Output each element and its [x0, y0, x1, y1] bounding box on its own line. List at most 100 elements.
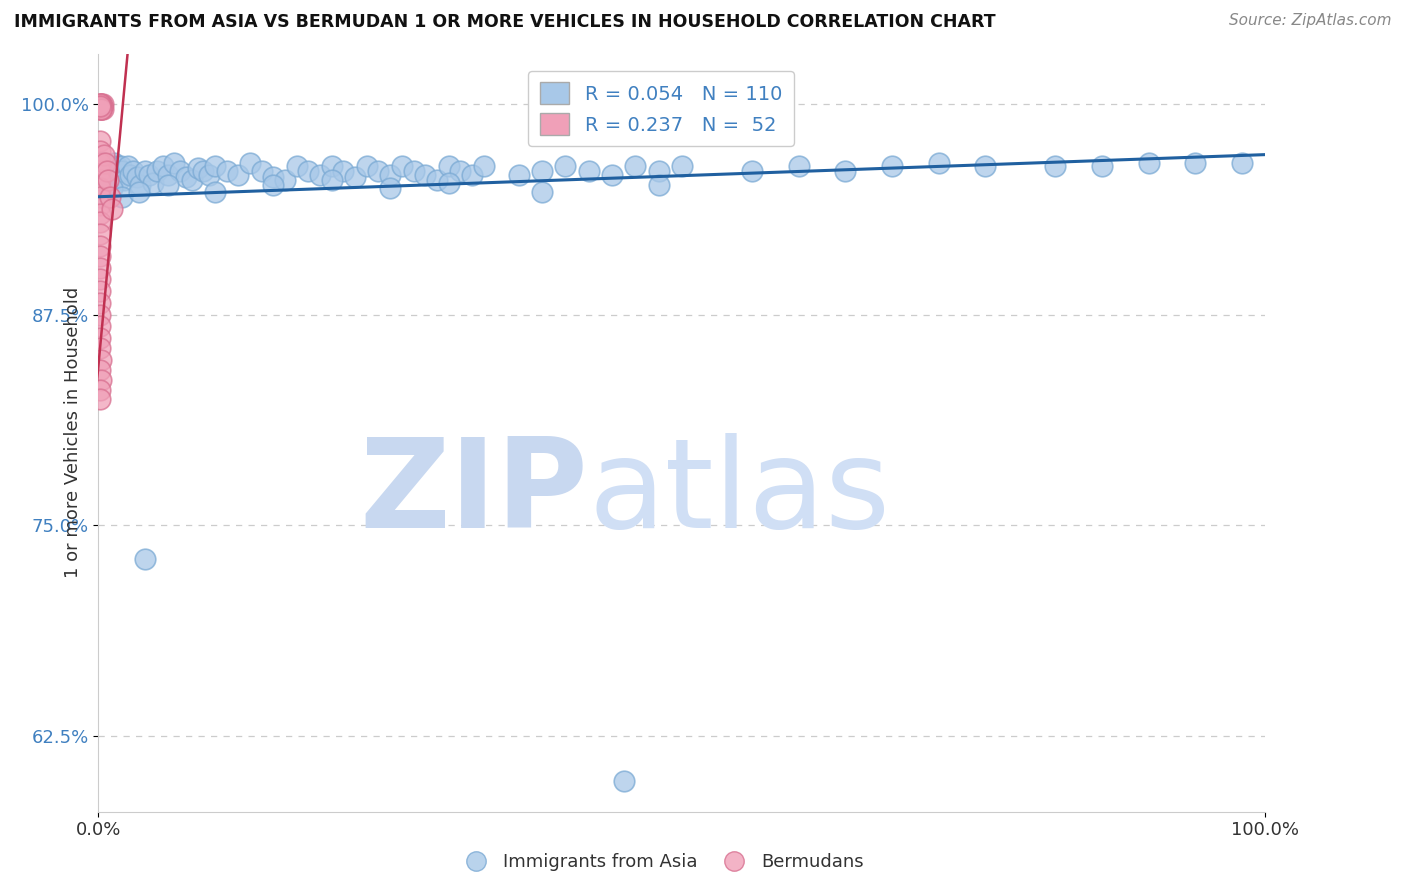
Point	[508, 168, 530, 182]
Point	[600, 168, 623, 182]
Point	[309, 168, 332, 182]
Point	[90, 161, 112, 175]
Point	[94, 164, 117, 178]
Point	[89, 97, 111, 112]
Point	[89, 145, 111, 159]
Point	[321, 160, 343, 174]
Point	[671, 160, 693, 174]
Point	[437, 160, 460, 174]
Point	[89, 296, 111, 310]
Point	[198, 168, 221, 182]
Point	[530, 164, 553, 178]
Point	[93, 147, 115, 161]
Point	[97, 173, 120, 187]
Point	[285, 160, 308, 174]
Point	[142, 176, 165, 190]
Point	[157, 178, 180, 192]
Point	[152, 160, 174, 174]
Text: Source: ZipAtlas.com: Source: ZipAtlas.com	[1229, 13, 1392, 29]
Point	[647, 178, 669, 192]
Point	[356, 160, 378, 174]
Point	[96, 168, 118, 182]
Point	[93, 181, 115, 195]
Point	[90, 102, 112, 116]
Point	[138, 168, 160, 182]
Point	[741, 164, 763, 178]
Point	[297, 164, 319, 178]
Point	[93, 173, 115, 187]
Point	[89, 384, 111, 398]
Point	[1184, 156, 1206, 170]
Point	[90, 168, 112, 182]
Point	[461, 168, 484, 182]
Legend: Immigrants from Asia, Bermudans: Immigrants from Asia, Bermudans	[451, 847, 870, 879]
Point	[89, 190, 111, 204]
Point	[117, 160, 139, 174]
Point	[89, 319, 111, 334]
Point	[90, 353, 112, 368]
Point	[98, 164, 121, 178]
Point	[321, 173, 343, 187]
Point	[90, 99, 112, 113]
Point	[89, 308, 111, 322]
Point	[125, 169, 148, 184]
Point	[380, 168, 402, 182]
Point	[437, 176, 460, 190]
Point	[89, 272, 111, 286]
Point	[163, 156, 186, 170]
Point	[90, 99, 112, 113]
Point	[180, 173, 202, 187]
Point	[1091, 160, 1114, 174]
Point	[103, 156, 125, 170]
Point	[647, 164, 669, 178]
Point	[250, 164, 273, 178]
Point	[90, 97, 112, 112]
Point	[928, 156, 950, 170]
Point	[834, 164, 856, 178]
Point	[169, 164, 191, 178]
Point	[97, 160, 120, 174]
Point	[228, 168, 250, 182]
Point	[101, 168, 124, 182]
Point	[89, 99, 111, 113]
Point	[89, 134, 111, 148]
Point	[1045, 160, 1067, 174]
Point	[101, 202, 124, 216]
Point	[367, 164, 389, 178]
Y-axis label: 1 or more Vehicles in Household: 1 or more Vehicles in Household	[63, 287, 82, 578]
Point	[94, 156, 117, 170]
Point	[146, 164, 169, 178]
Legend: R = 0.054   N = 110, R = 0.237   N =  52: R = 0.054 N = 110, R = 0.237 N = 52	[529, 70, 793, 146]
Point	[93, 164, 115, 178]
Point	[578, 164, 600, 178]
Point	[215, 164, 238, 178]
Point	[332, 164, 354, 178]
Point	[89, 97, 111, 112]
Point	[89, 238, 111, 252]
Point	[90, 168, 112, 182]
Point	[98, 173, 121, 187]
Point	[89, 215, 111, 229]
Point	[613, 774, 636, 789]
Point	[787, 160, 810, 174]
Point	[89, 173, 111, 187]
Point	[1230, 156, 1253, 170]
Point	[90, 190, 112, 204]
Point	[89, 156, 111, 170]
Point	[89, 331, 111, 345]
Point	[239, 156, 262, 170]
Point	[157, 168, 180, 182]
Point	[110, 160, 132, 174]
Point	[380, 181, 402, 195]
Point	[1021, 825, 1043, 839]
Point	[90, 100, 112, 114]
Point	[128, 185, 150, 199]
Point	[105, 160, 128, 174]
Point	[193, 164, 215, 178]
Point	[89, 164, 111, 178]
Point	[104, 164, 127, 178]
Point	[413, 168, 436, 182]
Point	[89, 392, 111, 406]
Point	[90, 156, 112, 170]
Point	[174, 169, 197, 184]
